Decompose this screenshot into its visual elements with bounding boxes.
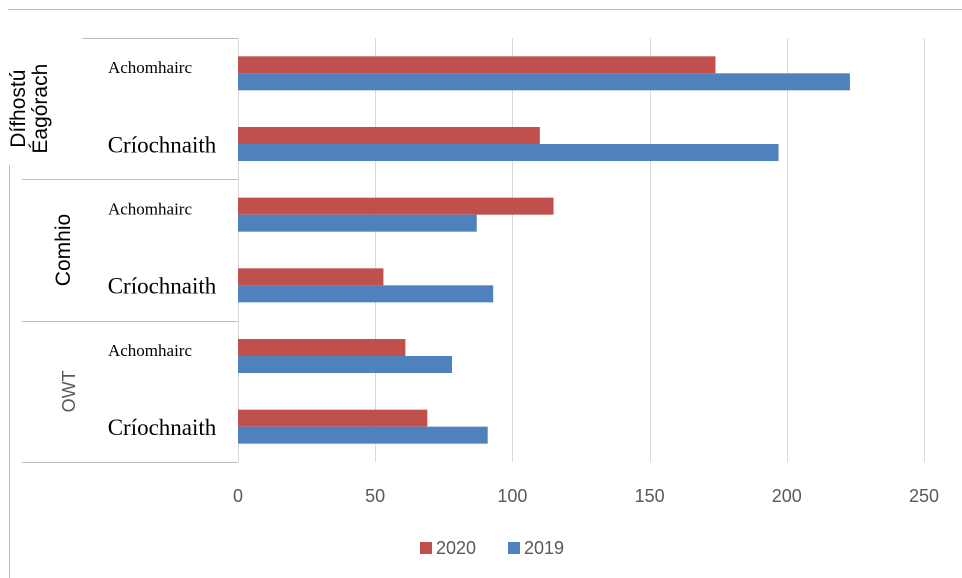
x-tick-label-150: 150: [635, 486, 665, 506]
bar-2020-0: [238, 56, 716, 74]
group-label-1: Comhio: [52, 214, 75, 286]
bar-2020-1: [238, 127, 540, 144]
legend-swatch-2020: [420, 542, 432, 554]
group-label-line: Dífhostú: [7, 70, 30, 148]
x-tick-label-50: 50: [365, 486, 385, 506]
x-tick-label-0: 0: [233, 486, 243, 506]
bar-2019-5: [238, 426, 488, 444]
group-label-2: OWT: [59, 370, 79, 412]
bar-2019-4: [238, 356, 453, 373]
legend-swatch-2019: [508, 542, 520, 554]
category-label-2: Achomhairc: [108, 200, 192, 219]
category-label-1: Críochnaith: [108, 132, 217, 157]
bar-2019-0: [238, 73, 850, 91]
bar-2020-5: [238, 409, 428, 427]
group-label-line: OWT: [59, 370, 79, 412]
x-tick-label-100: 100: [497, 486, 527, 506]
bar-2019-2: [238, 214, 477, 232]
bar-2020-2: [238, 197, 554, 215]
category-label-5: Críochnaith: [108, 415, 217, 440]
x-tick-label-250: 250: [909, 486, 939, 506]
legend-label-2020: 2020: [436, 538, 476, 558]
category-label-4: Achomhairc: [108, 341, 192, 360]
group-label-line: Comhio: [52, 214, 75, 286]
bar-2020-4: [238, 339, 406, 356]
bar-2020-3: [238, 268, 384, 286]
bar-2019-1: [238, 144, 779, 161]
group-label-line: Éagórach: [29, 64, 52, 154]
category-label-3: Críochnaith: [108, 274, 217, 299]
x-tick-label-200: 200: [772, 486, 802, 506]
bar-2019-3: [238, 285, 494, 303]
legend-label-2019: 2019: [524, 538, 564, 558]
group-label-0: DífhostúÉagórach: [7, 64, 52, 154]
category-label-0: Achomhairc: [108, 58, 192, 77]
